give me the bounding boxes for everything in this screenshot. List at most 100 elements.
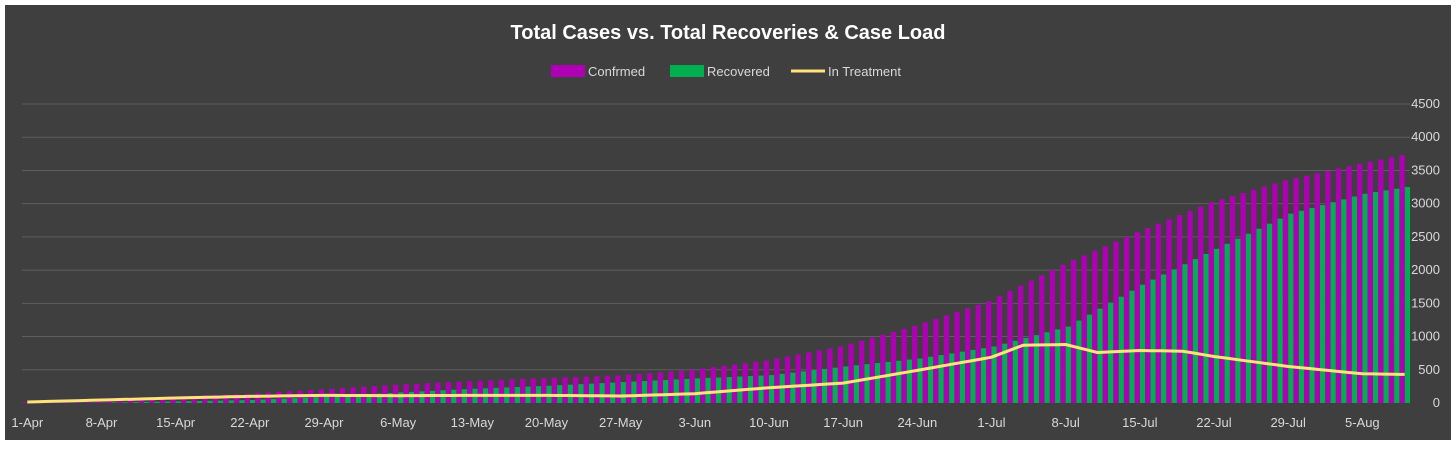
recovered-bar (335, 396, 340, 403)
recovered-bar (1023, 338, 1028, 403)
x-tick-label: 10-Jun (749, 415, 789, 430)
confirmed-bar (954, 312, 959, 403)
confirmed-bar (721, 366, 726, 403)
confirmed-bar (1293, 178, 1298, 403)
recovered-bar (176, 401, 181, 403)
recovered-bar (663, 380, 668, 403)
confirmed-bar (1262, 187, 1267, 403)
confirmed-bar (1209, 202, 1214, 403)
confirmed-bar (700, 368, 705, 403)
confirmed-bar (1039, 275, 1044, 403)
recovered-bar (1044, 332, 1049, 403)
confirmed-bar (774, 358, 779, 403)
recovered-bar (568, 385, 573, 403)
y-tick-label: 4000 (1411, 129, 1440, 144)
confirmed-bar (1156, 224, 1161, 403)
x-tick-label: 8-Jul (1052, 415, 1080, 430)
confirmed-bar (478, 381, 483, 403)
confirmed-bar (467, 381, 472, 403)
x-tick-label: 15-Apr (156, 415, 196, 430)
recovered-bar (218, 401, 223, 403)
recovered-bar (239, 400, 244, 403)
recovered-bar (197, 401, 202, 403)
legend-label-in-treatment: In Treatment (828, 64, 901, 79)
recovered-bar (313, 397, 318, 403)
recovered-bar (684, 379, 689, 403)
legend-swatch-recovered (670, 65, 704, 77)
confirmed-bar (859, 341, 864, 403)
x-tick-label: 6-May (380, 415, 417, 430)
confirmed-bar (1251, 190, 1256, 403)
confirmed-bar (891, 332, 896, 403)
y-tick-label: 1500 (1411, 295, 1440, 310)
confirmed-bar (531, 379, 536, 403)
recovered-bar (1214, 249, 1219, 403)
recovered-bar (864, 364, 869, 403)
recovered-bar (1129, 291, 1134, 403)
recovered-bar (1246, 234, 1251, 403)
legend-label-confirmed: Confrmed (588, 64, 645, 79)
confirmed-bar (626, 375, 631, 403)
confirmed-bar (562, 377, 567, 403)
confirmed-bar (255, 393, 260, 403)
confirmed-bar (827, 349, 832, 403)
recovered-bar (854, 365, 859, 403)
confirmed-bar (594, 376, 599, 403)
recovered-bar (144, 402, 149, 403)
confirmed-bar (1368, 162, 1373, 403)
confirmed-bar (933, 319, 938, 403)
recovered-bar (1267, 224, 1272, 403)
recovered-bar (1066, 327, 1071, 403)
y-tick-label: 500 (1418, 362, 1440, 377)
confirmed-bar (266, 392, 271, 403)
confirmed-bar (880, 335, 885, 403)
recovered-bar (271, 399, 276, 403)
confirmed-bar (901, 329, 906, 403)
recovered-bar (822, 369, 827, 403)
recovered-bar (631, 382, 636, 403)
confirmed-bar (1399, 155, 1404, 403)
recovered-bar (1097, 309, 1102, 403)
recovered-bar (1087, 315, 1092, 403)
recovered-bar (652, 381, 657, 403)
confirmed-bar (1145, 228, 1150, 403)
confirmed-bar (764, 360, 769, 403)
confirmed-bar (552, 378, 557, 403)
recovered-bar (695, 378, 700, 403)
x-tick-label: 29-Jul (1270, 415, 1306, 430)
recovered-bar (1161, 274, 1166, 403)
confirmed-bar (1029, 280, 1034, 403)
confirmed-bar (732, 364, 737, 403)
recovered-bar (1150, 280, 1155, 403)
recovered-bar (1172, 269, 1177, 403)
confirmed-bar (1103, 246, 1108, 403)
x-tick-label: 1-Apr (11, 415, 43, 430)
recovered-bar (642, 381, 647, 403)
confirmed-bar (795, 354, 800, 403)
confirmed-bar (509, 379, 514, 403)
confirmed-bar (393, 385, 398, 403)
recovered-bar (303, 398, 308, 403)
confirmed-bar (1219, 199, 1224, 403)
recovered-bar (1394, 189, 1399, 403)
confirmed-bar (944, 315, 949, 403)
recovered-bar (610, 383, 615, 403)
confirmed-bar (806, 353, 811, 403)
recovered-bar (282, 399, 287, 403)
confirmed-bar (446, 382, 451, 403)
confirmed-bar (647, 373, 652, 403)
recovered-bar (229, 400, 234, 403)
confirmed-bar (711, 367, 716, 403)
confirmed-bar (637, 374, 642, 403)
y-tick-label: 2000 (1411, 262, 1440, 277)
recovered-bar (801, 371, 806, 403)
recovered-bar (1278, 219, 1283, 403)
confirmed-bar (838, 347, 843, 403)
confirmed-bar (1346, 166, 1351, 403)
recovered-bar (875, 363, 880, 403)
recovered-bar (833, 368, 838, 403)
recovered-bar (1309, 208, 1314, 403)
confirmed-bar (1325, 171, 1330, 403)
recovered-bar (674, 379, 679, 403)
recovered-bar (1076, 321, 1081, 403)
